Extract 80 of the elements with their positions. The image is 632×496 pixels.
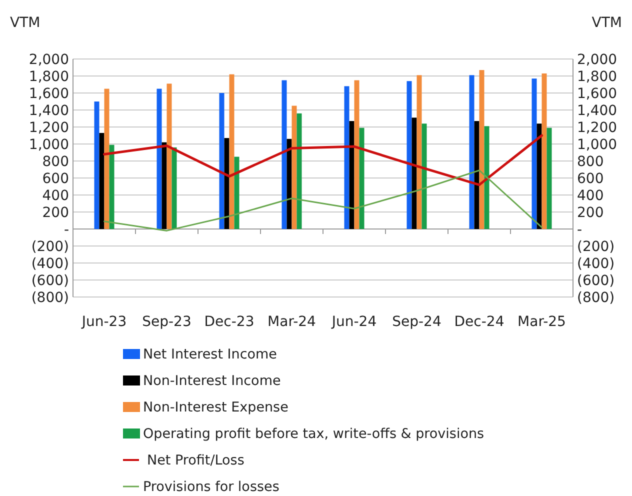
bar	[296, 113, 302, 229]
bar	[104, 88, 110, 229]
y-tick-label: (600)	[31, 272, 69, 289]
bar	[349, 121, 354, 229]
y-tick-label: (400)	[31, 256, 69, 272]
y2-axis-title: VTM	[592, 15, 622, 31]
y2-tick-label: (600)	[577, 272, 615, 289]
bar	[162, 142, 167, 229]
y2-tick-label: 2,000	[577, 52, 618, 68]
bar	[354, 80, 360, 229]
x-tick-label: Sep-24	[392, 314, 442, 330]
y-tick-label: 1,600	[28, 86, 69, 102]
x-tick-label: Dec-24	[454, 314, 504, 330]
bar	[292, 106, 297, 229]
legend-label: Provisions for losses	[143, 479, 280, 496]
y-tick-label: 400	[42, 188, 69, 204]
bar	[479, 70, 484, 229]
x-tick-label: Jun-23	[80, 314, 127, 330]
bar	[156, 88, 162, 229]
bar	[172, 147, 177, 229]
y2-tick-label: 1,200	[577, 120, 618, 136]
bar	[532, 78, 537, 229]
y-tick-label: -	[64, 222, 69, 238]
y2-tick-label: 600	[577, 170, 604, 187]
bar	[546, 128, 552, 229]
legend-label: Net Profit/Loss	[147, 452, 244, 469]
y2-tick-label: 1,000	[577, 136, 618, 153]
legend-label: Operating profit before tax, write-offs & provisions	[143, 426, 484, 442]
y-tick-label: (200)	[31, 238, 69, 255]
bar	[406, 81, 412, 229]
bar	[94, 102, 100, 229]
line-series	[103, 134, 543, 186]
bar	[542, 73, 547, 229]
y2-tick-label: (800)	[577, 290, 615, 306]
bar	[344, 86, 350, 229]
y-tick-label: 2,000	[28, 52, 69, 68]
y-tick-label: 600	[42, 170, 69, 187]
bar	[359, 128, 364, 229]
y-tick-label: (800)	[31, 290, 69, 306]
x-tick-label: Mar-25	[518, 314, 566, 330]
y-tick-label: 1,400	[28, 102, 69, 119]
bar	[412, 118, 417, 229]
bar	[286, 138, 292, 229]
y2-tick-label: 400	[577, 188, 604, 204]
x-tick-label: Sep-23	[142, 314, 192, 330]
x-tick-label: Jun-24	[330, 314, 377, 330]
bar	[416, 75, 422, 229]
bar	[219, 93, 224, 229]
bar	[536, 124, 542, 229]
y2-tick-label: 1,800	[577, 68, 618, 85]
bar	[282, 80, 287, 229]
y2-tick-label: 1,400	[577, 102, 618, 119]
y-tick-label: 1,800	[28, 68, 69, 85]
legend-label: Non-Interest Expense	[143, 400, 288, 416]
y-tick-label: 1,000	[28, 136, 69, 153]
legend-label: Non-Interest Income	[143, 373, 281, 390]
x-tick-label: Mar-24	[268, 314, 316, 330]
y2-tick-label: -	[577, 222, 582, 238]
bar	[99, 132, 104, 229]
y-tick-label: 200	[42, 204, 69, 221]
bar	[229, 74, 234, 229]
line-series	[104, 170, 542, 232]
bar	[484, 126, 490, 229]
y2-tick-label: 1,600	[577, 86, 618, 102]
y2-tick-label: 800	[577, 154, 604, 170]
y-tick-label: 1,200	[28, 120, 69, 136]
y2-tick-label: 200	[577, 204, 604, 221]
y2-tick-label: (400)	[577, 256, 615, 272]
bar	[474, 121, 480, 229]
y-tick-label: 800	[42, 154, 69, 170]
bar	[224, 138, 230, 229]
bar	[166, 84, 172, 229]
bar	[469, 75, 474, 229]
bar	[422, 124, 427, 229]
x-tick-label: Dec-23	[204, 314, 254, 330]
legend-label: Net Interest Income	[143, 346, 277, 363]
bar	[234, 156, 240, 229]
bar	[109, 144, 114, 229]
y-axis-title: VTM	[10, 15, 40, 31]
y2-tick-label: (200)	[577, 238, 615, 255]
